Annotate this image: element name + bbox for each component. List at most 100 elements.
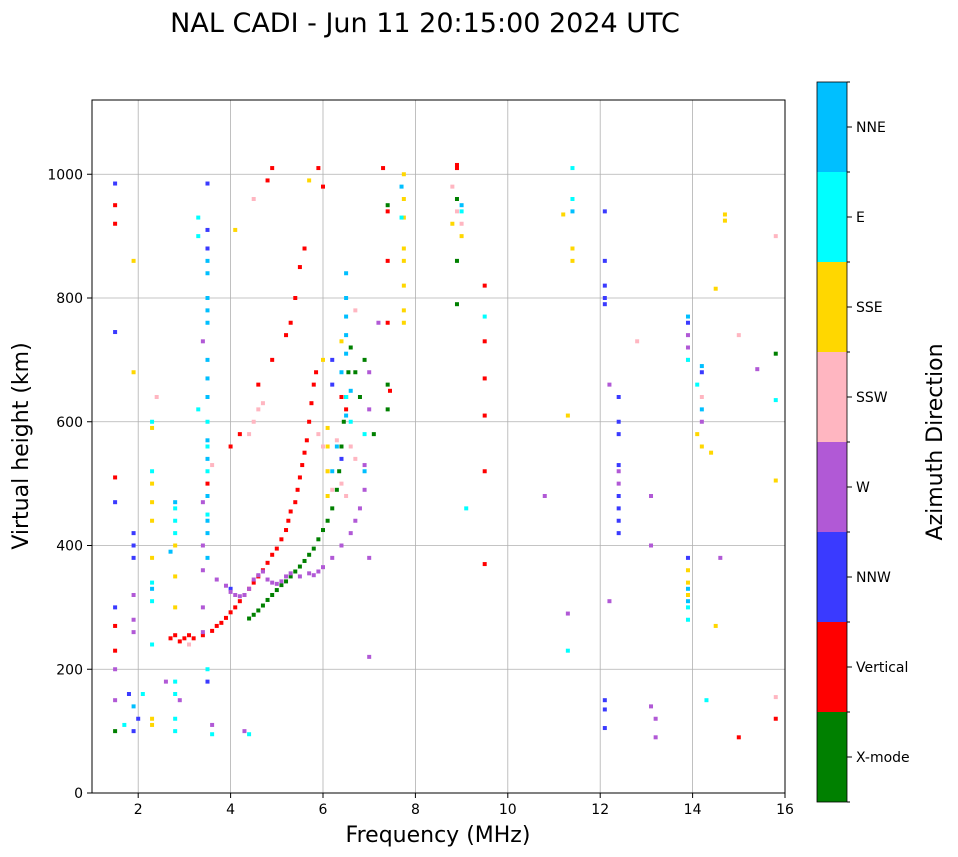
data-point (297, 265, 302, 270)
data-point (297, 574, 302, 579)
data-point (570, 197, 575, 201)
data-point (265, 560, 270, 565)
data-point (773, 695, 778, 700)
colorbar: X-mode Vertical NNW W SSW SSE E NNE (816, 81, 910, 803)
data-point (214, 577, 219, 582)
data-point (367, 370, 372, 375)
data-point (602, 209, 607, 214)
data-point (205, 667, 210, 672)
data-point (205, 246, 210, 251)
data-point (367, 654, 372, 659)
data-point (401, 172, 406, 177)
data-point (228, 610, 233, 615)
data-point (635, 339, 640, 344)
data-point (200, 633, 205, 638)
data-point (348, 345, 353, 350)
data-point (205, 376, 210, 381)
data-point (302, 246, 307, 251)
data-point (223, 583, 228, 588)
colorbar-label: X-mode (856, 750, 910, 766)
data-point (228, 444, 233, 449)
data-point (353, 308, 358, 313)
data-point (649, 704, 654, 709)
data-point (300, 463, 305, 468)
data-point (150, 469, 155, 474)
data-point (150, 419, 155, 424)
data-point (177, 698, 182, 703)
data-point (256, 382, 261, 387)
data-point (270, 357, 275, 362)
data-point (713, 286, 718, 291)
data-points (113, 162, 778, 740)
y-tick-label: 200 (56, 662, 83, 678)
data-point (205, 296, 210, 300)
data-point (173, 531, 178, 536)
data-point (270, 552, 275, 557)
data-point (228, 586, 233, 591)
data-point (616, 419, 621, 424)
data-point (295, 487, 300, 492)
data-point (722, 218, 727, 223)
data-point (339, 370, 344, 375)
data-point (288, 320, 293, 325)
data-point (284, 574, 289, 579)
colorbar-title: Azimuth Direction (923, 343, 948, 540)
grid-lines (92, 100, 786, 794)
data-point (131, 617, 136, 622)
data-point (251, 577, 256, 582)
data-point (113, 203, 118, 208)
data-point (570, 209, 575, 214)
data-point (242, 593, 247, 597)
data-point (293, 569, 298, 574)
data-point (362, 487, 367, 492)
data-point (713, 623, 718, 628)
data-point (357, 506, 362, 511)
data-point (168, 549, 173, 554)
colorbar-segment (817, 532, 847, 622)
data-point (191, 636, 196, 641)
data-point (385, 407, 390, 412)
data-point (685, 333, 690, 338)
data-point (344, 395, 349, 399)
data-point (316, 537, 321, 542)
data-point (344, 333, 349, 338)
data-point (454, 166, 459, 171)
data-point (205, 258, 210, 263)
data-point (304, 438, 309, 443)
data-point (381, 166, 386, 171)
data-point (205, 357, 210, 362)
data-point (339, 395, 344, 399)
data-point (251, 197, 256, 201)
data-point (173, 692, 178, 696)
data-point (649, 543, 654, 548)
data-point (385, 258, 390, 263)
y-tick-label: 1000 (47, 167, 83, 183)
data-point (699, 444, 704, 449)
data-point (182, 636, 187, 641)
data-point (334, 487, 339, 492)
data-point (339, 543, 344, 548)
data-point (616, 518, 621, 523)
data-point (136, 716, 141, 721)
data-point (113, 729, 118, 734)
data-point (357, 395, 362, 399)
data-point (685, 345, 690, 350)
data-point (274, 588, 279, 593)
data-point (773, 716, 778, 721)
data-point (344, 494, 349, 498)
data-point (200, 339, 205, 344)
y-axis-title: Virtual height (km) (9, 342, 34, 549)
x-tick-label: 8 (411, 802, 420, 818)
data-point (718, 555, 723, 560)
data-point (288, 571, 293, 576)
data-point (237, 432, 242, 437)
data-point (173, 633, 178, 638)
data-point (685, 357, 690, 362)
data-point (247, 616, 252, 621)
data-point (330, 555, 335, 560)
data-point (695, 382, 700, 387)
data-point (325, 469, 330, 474)
data-point (685, 580, 690, 585)
data-point (113, 475, 118, 480)
data-point (302, 558, 307, 563)
